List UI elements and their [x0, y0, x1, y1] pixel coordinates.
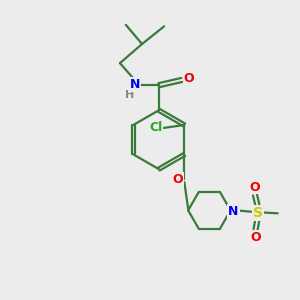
Text: O: O	[184, 72, 194, 85]
Text: O: O	[172, 173, 183, 186]
Text: O: O	[250, 181, 260, 194]
Text: N: N	[130, 78, 140, 91]
Text: S: S	[253, 206, 263, 220]
Text: N: N	[228, 205, 239, 218]
Text: Cl: Cl	[149, 122, 162, 134]
Text: H: H	[125, 90, 134, 100]
Text: O: O	[250, 231, 261, 244]
